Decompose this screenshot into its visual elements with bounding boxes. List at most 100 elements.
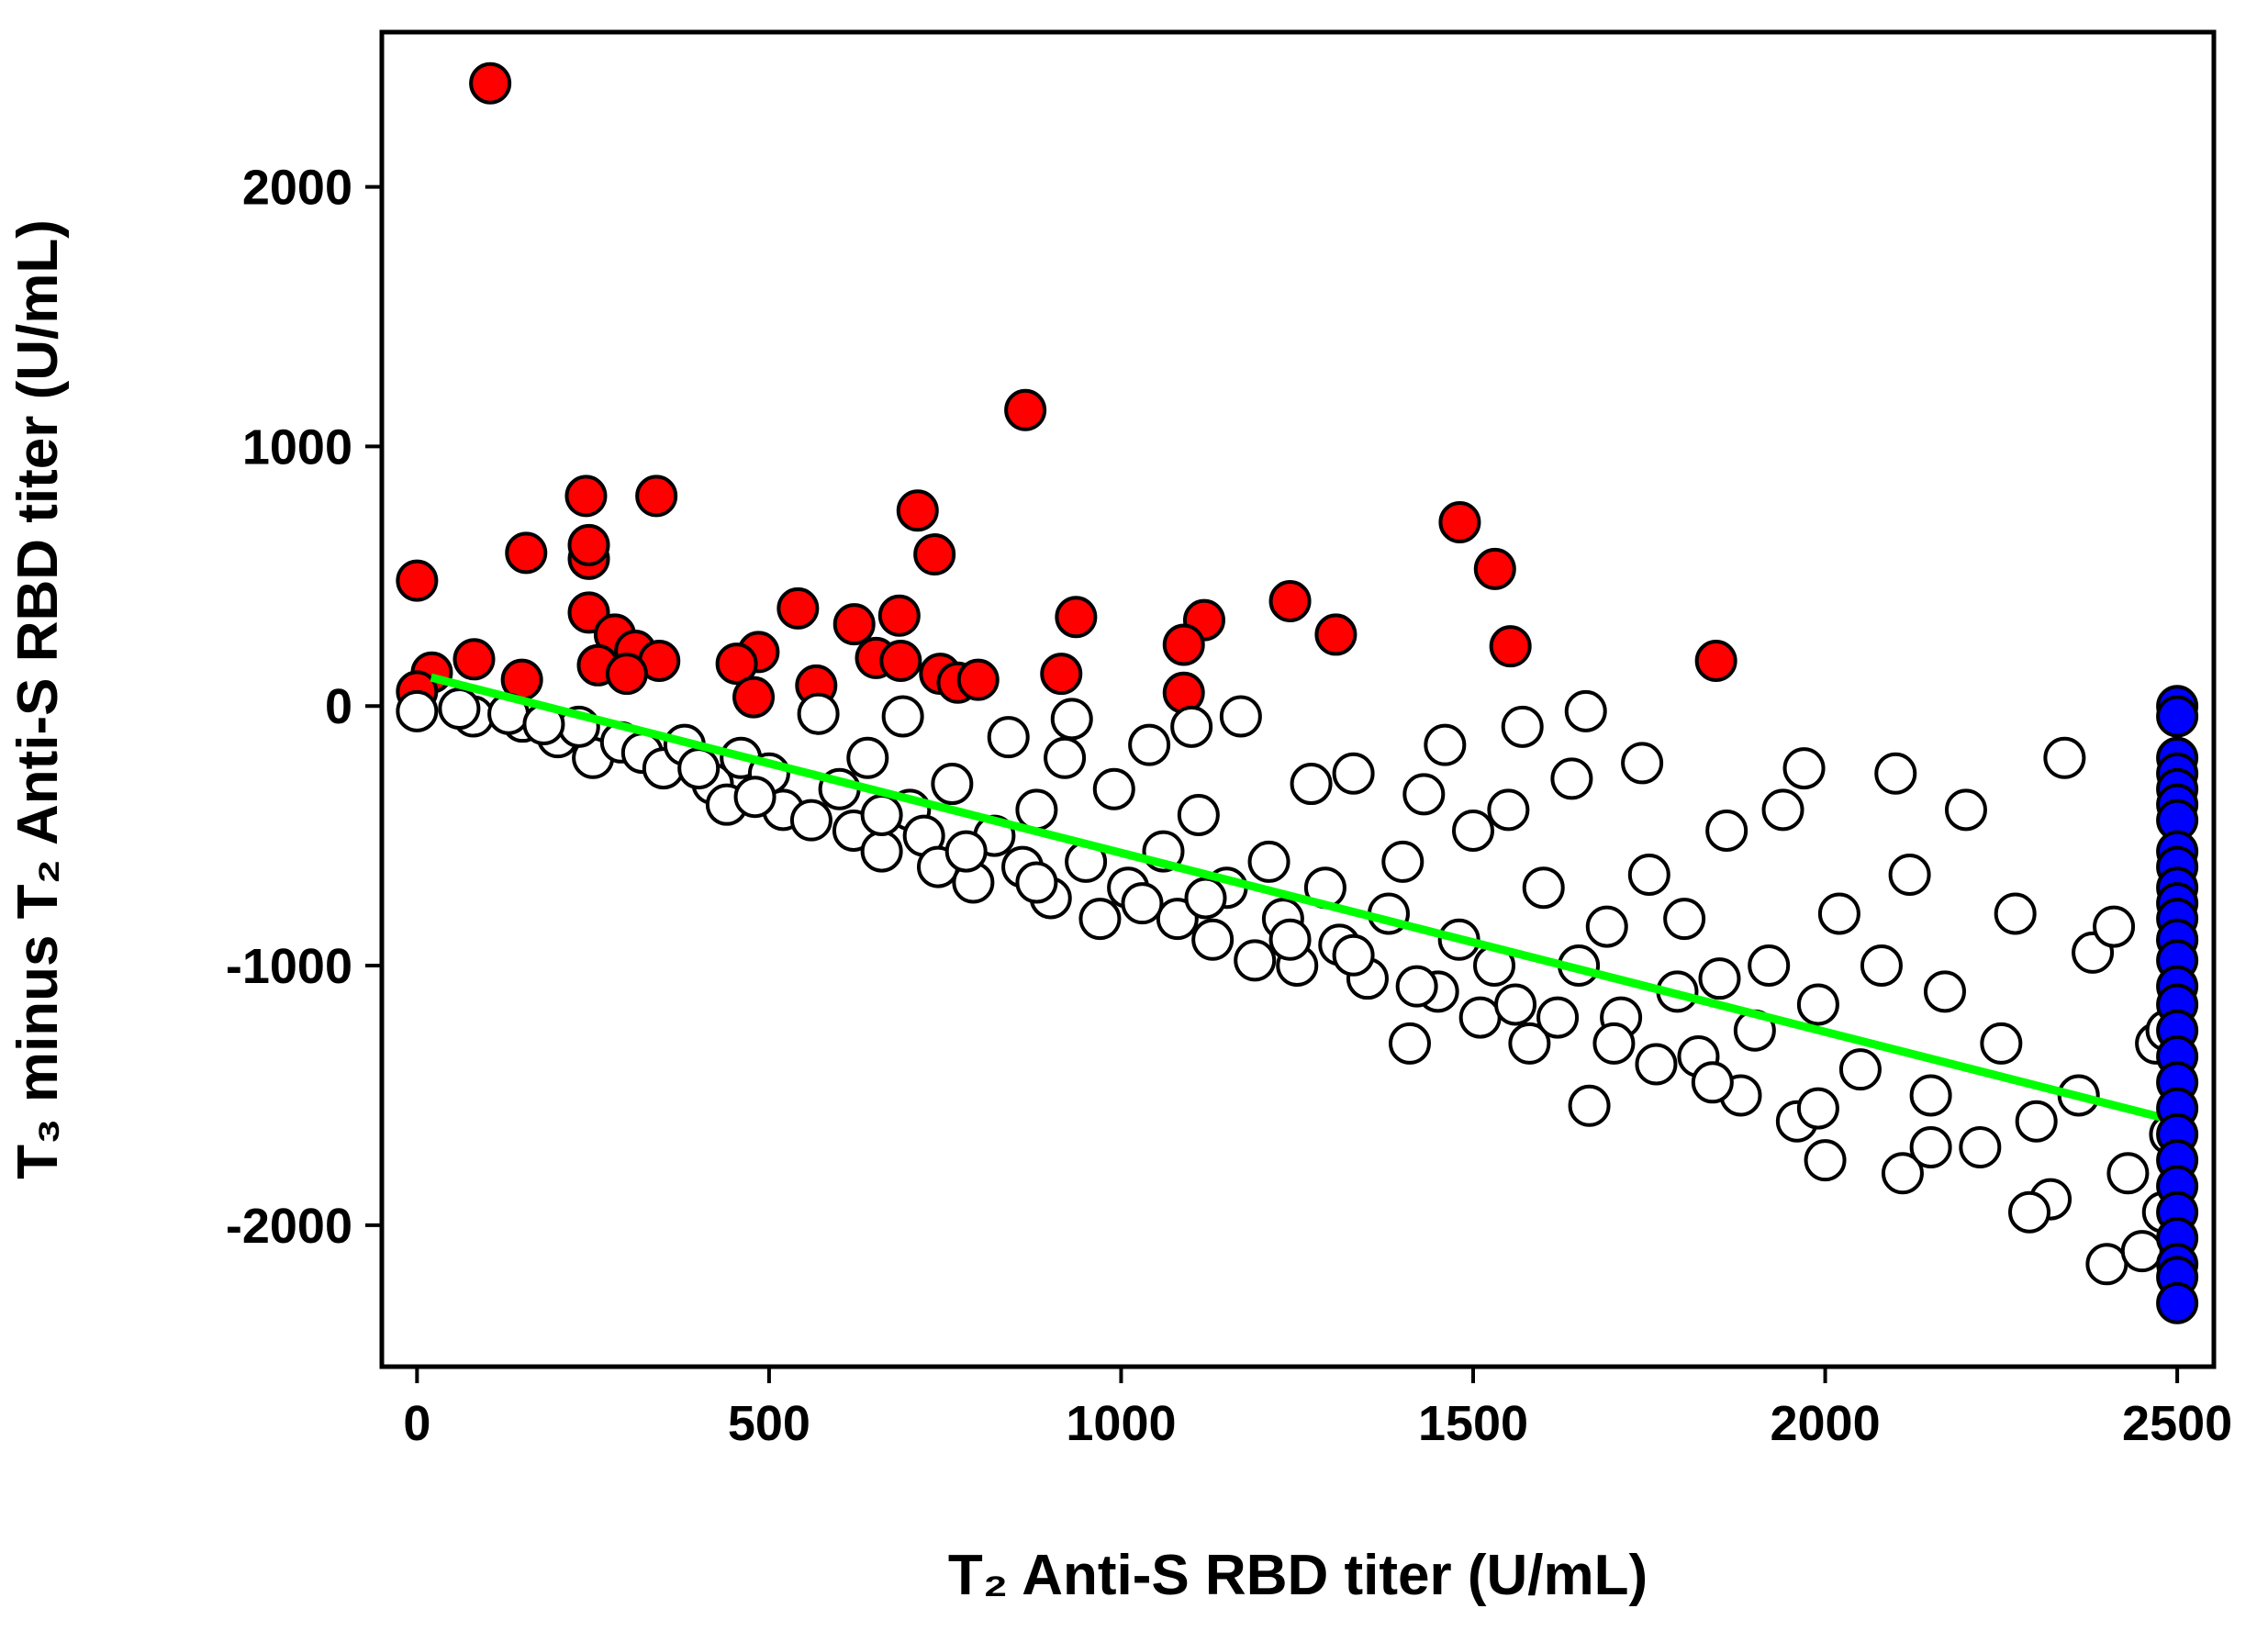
plot-frame	[379, 29, 2217, 1369]
point	[1191, 918, 1235, 961]
point	[1635, 1043, 1678, 1086]
point	[1694, 640, 1737, 683]
point	[944, 830, 988, 873]
point	[1458, 996, 1502, 1039]
point	[1381, 840, 1424, 883]
x-tick-label: 0	[403, 1396, 430, 1451]
point	[1860, 944, 1903, 988]
point	[881, 695, 924, 738]
point	[1424, 723, 1467, 766]
point	[2120, 1230, 2163, 1273]
point	[1550, 757, 1593, 800]
point	[1522, 866, 1565, 910]
point	[956, 658, 1000, 701]
point	[1501, 705, 1544, 748]
point	[1494, 983, 1537, 1026]
point	[1564, 689, 1607, 732]
point	[469, 61, 512, 105]
point	[2156, 695, 2199, 738]
point	[1234, 939, 1277, 982]
point	[797, 692, 840, 735]
point	[1177, 793, 1220, 836]
y-tick-label: 2000	[242, 161, 352, 216]
point	[1247, 840, 1290, 883]
point	[2015, 1100, 2058, 1143]
point	[1994, 892, 2037, 935]
point	[1782, 747, 1826, 790]
point	[1290, 763, 1333, 806]
plot-marks	[396, 61, 2199, 1324]
point	[2085, 1243, 2128, 1286]
point	[1487, 788, 1530, 832]
point	[1078, 898, 1122, 941]
point	[1874, 752, 1917, 795]
point	[1585, 905, 1628, 948]
point	[1050, 698, 1093, 741]
point	[396, 559, 439, 602]
point	[1663, 898, 1706, 941]
point	[1536, 996, 1580, 1039]
point	[1004, 388, 1047, 431]
point	[677, 747, 721, 790]
x-axis-title: T₂ Anti-S RBD titer (U/mL)	[948, 1544, 1648, 1607]
point	[1796, 1087, 1839, 1130]
point	[1909, 1126, 1952, 1169]
point	[832, 603, 876, 646]
point	[567, 523, 610, 566]
x-tick-label: 2500	[2122, 1396, 2232, 1451]
point	[1332, 752, 1375, 795]
point	[1473, 547, 1516, 590]
point	[1627, 854, 1670, 897]
point	[1388, 1022, 1431, 1065]
point	[860, 793, 903, 836]
point	[1959, 1126, 2002, 1169]
point	[505, 531, 548, 575]
point	[2156, 1281, 2199, 1324]
point	[1121, 882, 1164, 925]
x-tick-label: 2000	[1770, 1396, 1880, 1451]
point	[1044, 736, 1087, 779]
point	[1015, 861, 1058, 904]
point	[1881, 1152, 1924, 1195]
point	[564, 475, 608, 518]
point	[635, 475, 678, 518]
point	[1268, 579, 1312, 622]
point	[1804, 1139, 1847, 1182]
point	[1452, 809, 1495, 852]
point	[896, 489, 939, 532]
point	[913, 533, 956, 576]
point	[605, 653, 648, 696]
point	[2093, 905, 2136, 948]
point	[1395, 965, 1438, 1008]
point	[1184, 877, 1227, 920]
point	[396, 689, 439, 732]
x-tick-label: 1000	[1066, 1396, 1176, 1451]
point	[1888, 854, 1931, 897]
point	[776, 586, 820, 630]
y-axis-title: T₃ minus T₂ Anti-S RBD titer (U/mL)	[6, 219, 70, 1179]
y-tick-label: -1000	[226, 939, 352, 994]
point	[2008, 1190, 2051, 1234]
point	[1761, 788, 1804, 832]
point	[931, 763, 974, 806]
point	[1796, 983, 1839, 1026]
point	[1268, 918, 1312, 961]
point	[1568, 1084, 1611, 1127]
point	[2106, 1152, 2150, 1195]
point	[1944, 788, 1987, 832]
point	[1748, 944, 1791, 988]
point	[1219, 695, 1262, 738]
point	[1332, 933, 1375, 977]
point	[715, 642, 758, 686]
point	[846, 736, 889, 779]
point	[1015, 788, 1058, 832]
point	[1691, 1061, 1734, 1104]
y-tick-label: 1000	[242, 419, 352, 475]
point	[1055, 596, 1098, 639]
point	[1698, 957, 1741, 1000]
point	[1162, 623, 1205, 666]
point	[2043, 736, 2086, 779]
point	[1162, 671, 1205, 714]
fit-line	[430, 673, 2179, 1126]
